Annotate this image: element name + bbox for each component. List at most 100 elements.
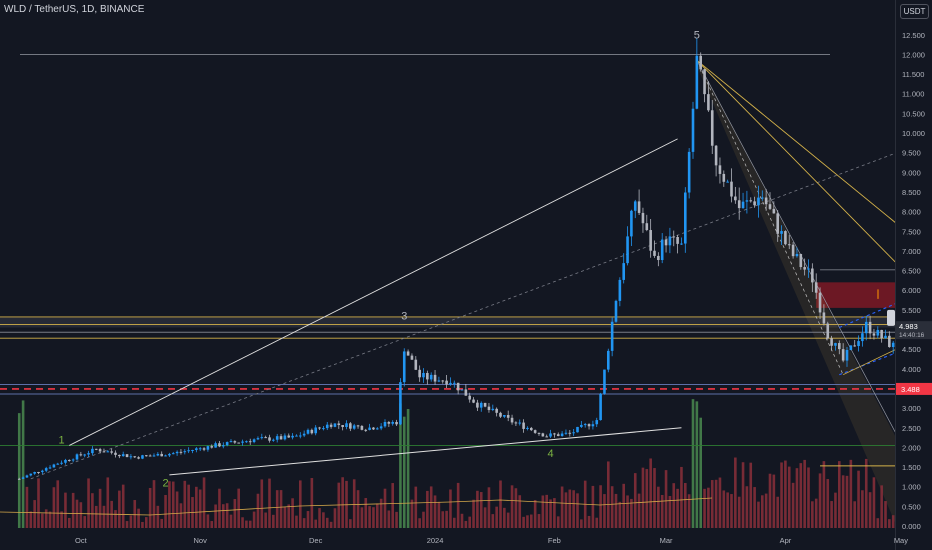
volume-bar — [599, 485, 602, 528]
volume-bar — [888, 519, 891, 528]
candle — [649, 230, 652, 251]
candle — [564, 432, 568, 434]
volume-bar — [572, 490, 575, 528]
volume-bar — [368, 506, 371, 528]
volume-bar — [633, 473, 637, 528]
candle — [426, 372, 429, 380]
candle — [306, 429, 310, 434]
volume-bar — [622, 483, 625, 528]
volume-bar — [776, 496, 779, 528]
candle — [229, 441, 233, 443]
candle — [75, 454, 79, 460]
volume-bar — [753, 487, 756, 528]
y-tick-label: 8.000 — [902, 208, 921, 217]
symbol-title[interactable]: WLD / TetherUS, 1D, BINANCE — [4, 4, 145, 15]
candle — [379, 426, 383, 429]
candle — [187, 450, 190, 452]
candle — [198, 448, 202, 450]
volume-bar — [541, 495, 545, 528]
candle — [279, 436, 283, 440]
candle — [399, 382, 402, 425]
volume-bar — [114, 510, 117, 528]
candle — [891, 342, 895, 348]
volume-bar — [64, 492, 67, 528]
volume-bar — [591, 485, 595, 528]
candle — [283, 435, 287, 440]
volume-bar — [402, 416, 406, 528]
volume-bar — [891, 515, 895, 528]
volume-bar — [880, 485, 883, 528]
candle — [576, 426, 579, 433]
volume-bar — [29, 511, 33, 528]
candle — [360, 426, 364, 430]
volume-bar — [106, 477, 110, 528]
volume-bar — [680, 466, 683, 528]
candle — [472, 399, 475, 403]
volume-bar — [283, 506, 287, 528]
volume-bar — [468, 516, 471, 528]
y-tick-label: 4.000 — [902, 365, 921, 374]
volume-bar — [306, 511, 310, 528]
candle — [272, 439, 275, 441]
volume-bar — [17, 413, 21, 528]
candle — [141, 455, 144, 459]
candle — [25, 475, 29, 478]
candle — [864, 321, 868, 334]
volume-bar — [757, 501, 760, 528]
volume-bar — [287, 504, 291, 528]
y-tick-label: 9.000 — [902, 168, 921, 177]
y-tick-label: 4.500 — [902, 345, 921, 354]
volume-bar — [830, 501, 833, 528]
y-tick-label: 7.500 — [902, 227, 921, 236]
volume-bar — [660, 494, 664, 528]
y-tick-label: 12.000 — [902, 50, 925, 59]
volume-bar — [33, 500, 36, 528]
candle — [225, 442, 229, 446]
candle — [595, 420, 599, 425]
candle — [445, 380, 448, 385]
candle — [533, 430, 537, 433]
volume-bar — [503, 507, 506, 528]
volume-bar — [864, 458, 868, 528]
volume-bar — [410, 499, 414, 528]
candle — [510, 417, 514, 423]
volume-bar — [360, 507, 364, 528]
candle — [214, 443, 217, 448]
volume-bar — [530, 514, 533, 528]
y-tick-label: 6.000 — [902, 286, 921, 295]
currency-button[interactable]: USDT — [900, 4, 929, 19]
volume-bar — [630, 498, 633, 528]
volume-bar — [868, 492, 872, 528]
candle — [256, 438, 260, 440]
volume-bar — [741, 462, 745, 528]
y-tick-label: 11.000 — [902, 90, 924, 99]
candle — [861, 333, 864, 342]
volume-bar — [703, 488, 706, 528]
volume-bar — [418, 518, 421, 528]
candle — [422, 372, 425, 378]
candle — [799, 253, 803, 268]
volume-bar — [118, 490, 121, 528]
wave-label: 3 — [401, 311, 407, 323]
candle — [264, 437, 267, 439]
trend-line — [169, 427, 682, 476]
volume-bar — [333, 508, 337, 528]
candle — [791, 244, 795, 257]
candle — [737, 200, 741, 209]
candle — [522, 422, 525, 429]
candle — [787, 244, 791, 246]
trend-line — [696, 60, 844, 375]
candle — [814, 282, 818, 293]
volume-bar — [799, 463, 803, 528]
candle — [125, 454, 129, 458]
candle — [291, 435, 294, 438]
volume-bar — [726, 492, 729, 528]
candle — [218, 443, 221, 447]
candle — [526, 427, 529, 429]
volume-bar — [487, 487, 491, 528]
candle — [857, 341, 860, 347]
candle — [587, 424, 591, 427]
volume-bar — [145, 517, 148, 528]
volume-bar — [433, 495, 437, 528]
